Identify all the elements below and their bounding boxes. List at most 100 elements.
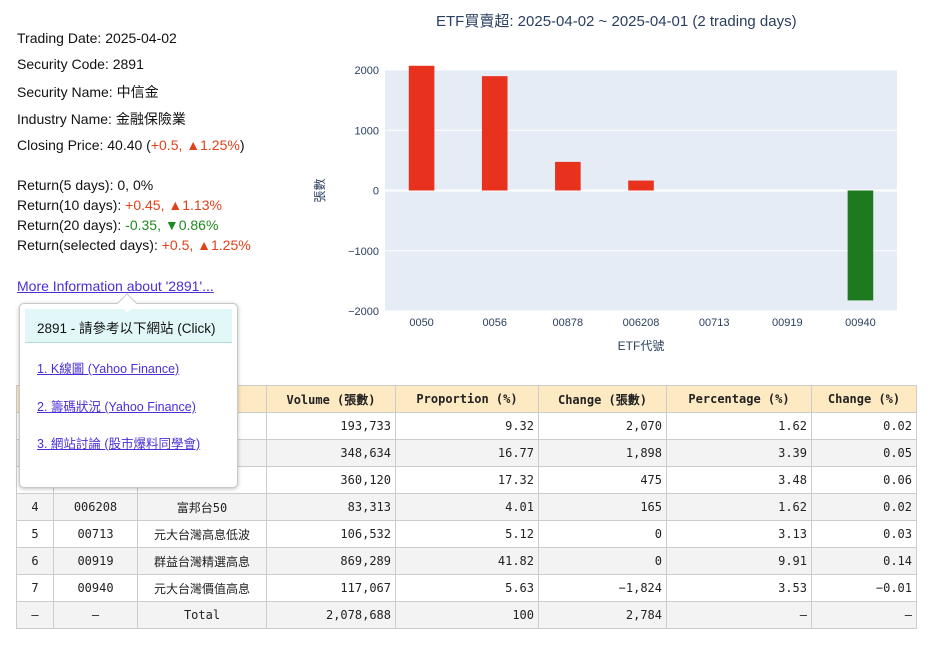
y-tick-label: −2000 [348, 306, 379, 318]
more-info-link[interactable]: More Information about '2891'... [17, 278, 214, 294]
industry-name: Industry Name: 金融保險業 [17, 111, 186, 127]
cell-index: 6 [16, 547, 54, 575]
cell-index: 5 [16, 520, 54, 548]
cell-change-volume: 1,898 [538, 439, 667, 467]
cell-percentage: – [666, 601, 812, 629]
table-total-row: – – Total 2,078,688 100 2,784– – [16, 601, 917, 629]
etf-bar-chart: 2000 1000 0 −1000 −2000 0050 0056 00878 006208 00… [313, 65, 897, 353]
cell-change-percent: 0.05 [811, 439, 917, 467]
cell-name: 富邦台50 [137, 493, 267, 521]
chart-title: ETF買賣超: 2025-04-02 ~ 2025-04-01 (2 tradi… [436, 13, 797, 30]
y-tick-label: 0 [373, 186, 379, 198]
closing-price-suffix: ) [239, 137, 245, 153]
cell-code: – [53, 601, 138, 629]
cell-index: 4 [16, 493, 54, 521]
y-tick-label: 2000 [355, 65, 379, 77]
bar-00940 [847, 190, 874, 301]
kline-link[interactable]: 1. K線圖 (Yahoo Finance) [37, 362, 180, 376]
x-tick-label: 00713 [699, 317, 730, 329]
cell-proportion: 41.82 [395, 547, 539, 575]
y-tick-label: 1000 [355, 125, 379, 137]
cell-volume: 869,289 [266, 547, 396, 575]
return-5-days: Return(5 days): 0, 0% [17, 177, 153, 193]
closing-price-change: +0.5, ▲1.25% [150, 137, 240, 153]
cell-name: 群益台灣精選高息 [137, 547, 267, 575]
x-tick-label: 006208 [623, 317, 660, 329]
return-label: Return(5 days): [17, 177, 118, 193]
cell-change-percent: 0.03 [811, 520, 917, 548]
col-header-change-volume[interactable]: Change (張數) [538, 385, 667, 413]
cell-volume: 117,067 [266, 574, 396, 602]
cell-volume: 106,532 [266, 520, 396, 548]
cell-volume: 83,313 [266, 493, 396, 521]
bar-00878 [555, 161, 581, 191]
forum-discussion-link[interactable]: 3. 網站討論 (股市爆料同學會) [37, 437, 201, 451]
cell-percentage: 3.13 [666, 520, 812, 548]
col-header-change-percent[interactable]: Change (%) [811, 385, 917, 413]
trading-date: Trading Date: 2025-04-02 [17, 30, 177, 46]
bar-006208 [628, 180, 654, 191]
cell-index: – [16, 601, 54, 629]
return-20-days: Return(20 days): -0.35, ▼0.86% [17, 217, 218, 233]
popup-header: 2891 - 請參考以下網站 (Click) [25, 309, 232, 343]
cell-change-volume: 2,070 [538, 412, 667, 440]
info-popup: 2891 - 請參考以下網站 (Click) 1. K線圖 (Yahoo Fin… [19, 303, 238, 488]
cell-percentage: 3.48 [666, 466, 812, 494]
cell-volume: 348,634 [266, 439, 396, 467]
cell-change-percent: 0.14 [811, 547, 917, 575]
cell-change-volume: 2,784 [538, 601, 667, 629]
x-tick-label: 00878 [553, 317, 584, 329]
security-code: Security Code: 2891 [17, 56, 144, 72]
cell-proportion: 17.32 [395, 466, 539, 494]
cell-volume: 193,733 [266, 412, 396, 440]
cell-percentage: 1.62 [666, 412, 812, 440]
table-row: 6 00919 群益台灣精選高息 869,289 41.82 0 9.91 0.14 [16, 547, 917, 575]
cell-code: 00713 [53, 520, 138, 548]
cell-proportion: 9.32 [395, 412, 539, 440]
cell-name: 元大台灣高息低波 [137, 520, 267, 548]
x-tick-label: 0050 [409, 317, 433, 329]
return-selected-days: Return(selected days): +0.5, ▲1.25% [17, 237, 251, 253]
cell-change-volume: 475 [538, 466, 667, 494]
table-row: 5 00713 元大台灣高息低波 106,532 5.12 0 3.13 0.03 [16, 520, 917, 548]
return-value: +0.45, ▲1.13% [125, 197, 222, 213]
col-header-volume[interactable]: Volume (張數) [266, 385, 396, 413]
cell-code: 00940 [53, 574, 138, 602]
table-row: 7 00940 元大台灣價值高息 117,067 5.63 −1,824 3.53 −0.01 [16, 574, 917, 602]
col-header-percentage[interactable]: Percentage (%) [666, 385, 812, 413]
x-axis-title: ETF代號 [618, 339, 665, 353]
bar-0056 [481, 76, 508, 191]
x-tick-label: 00919 [772, 317, 803, 329]
cell-percentage: 1.62 [666, 493, 812, 521]
cell-change-percent: 0.02 [811, 493, 917, 521]
cell-percentage: 9.91 [666, 547, 812, 575]
cell-index: 7 [16, 574, 54, 602]
col-header-proportion[interactable]: Proportion (%) [395, 385, 539, 413]
return-value: 0, 0% [117, 177, 154, 193]
return-value: +0.5, ▲1.25% [161, 237, 251, 253]
cell-percentage: 3.53 [666, 574, 812, 602]
cell-code: 00919 [53, 547, 138, 575]
cell-change-volume: −1,824 [538, 574, 667, 602]
cell-proportion: 4.01 [395, 493, 539, 521]
table-row: 4 006208 富邦台50 83,313 4.01 165 1.62 0.02 [16, 493, 917, 521]
cell-proportion: 100 [395, 601, 539, 629]
cell-change-percent: 0.02 [811, 412, 917, 440]
return-value: -0.35, ▼0.86% [125, 217, 219, 233]
cell-change-volume: 0 [538, 547, 667, 575]
return-label: Return(20 days): [17, 217, 126, 233]
cell-change-percent: 0.06 [811, 466, 917, 494]
cell-proportion: 16.77 [395, 439, 539, 467]
chip-status-link[interactable]: 2. 籌碼狀況 (Yahoo Finance) [37, 400, 196, 414]
cell-name: Total [137, 601, 267, 629]
x-tick-label: 0056 [482, 317, 506, 329]
cell-volume: 2,078,688 [266, 601, 396, 629]
y-axis-title: 張數 [313, 178, 327, 202]
cell-change-volume: 0 [538, 520, 667, 548]
cell-change-volume: 165 [538, 493, 667, 521]
closing-price: Closing Price: 40.40 (+0.5, ▲1.25%) [17, 137, 245, 153]
y-tick-label: −1000 [348, 246, 379, 258]
bar-0050 [408, 65, 435, 191]
cell-change-percent: – [811, 601, 917, 629]
cell-volume: 360,120 [266, 466, 396, 494]
